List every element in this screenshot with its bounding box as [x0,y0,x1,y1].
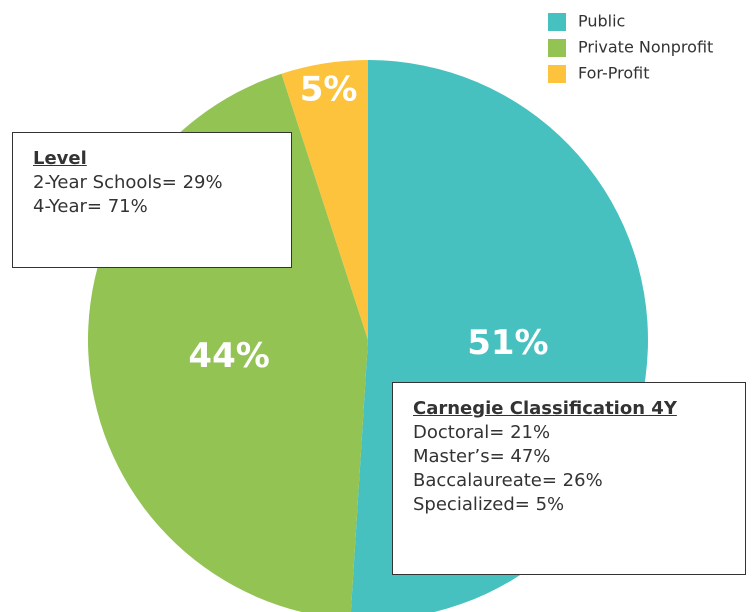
legend-swatch [548,39,566,57]
slice-label: 5% [300,70,358,110]
annotation-line: Specialized= 5% [413,494,565,515]
legend-text: For-Profit [578,64,649,83]
annotation-box: Carnegie Classification 4Y Doctoral= 21% M… [392,382,746,575]
annotation-box: Level 2-Year Schools= 29% 4-Year= 71% [12,132,292,268]
pie-slice [281,60,368,340]
annotation-line: 2-Year Schools= 29% [33,172,223,193]
annotation-line: Baccalaureate= 26% [413,470,603,491]
annotation-title: Level [33,148,87,169]
legend-text: Private Nonprofit [578,38,713,57]
legend-swatch [548,13,566,31]
slice-label: 44% [188,336,269,376]
annotation-line: Master’s= 47% [413,446,551,467]
annotation-line: 4-Year= 71% [33,196,148,217]
legend-swatch [548,65,566,83]
annotation-line: Doctoral= 21% [413,422,551,443]
slice-label: 51% [467,323,548,363]
annotation-title: Carnegie Classification 4Y [413,398,677,419]
legend-text: Public [578,12,625,31]
